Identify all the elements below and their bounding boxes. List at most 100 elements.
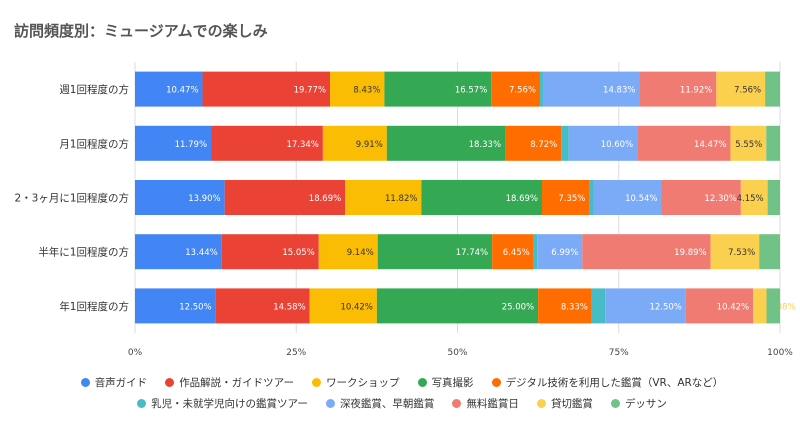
data-label: 10.42% <box>717 302 749 312</box>
data-label: 14.83% <box>603 86 635 96</box>
legend-swatch <box>610 399 620 408</box>
category-label: 週1回程度の方 <box>59 83 129 96</box>
category-label: 月1回程度の方 <box>59 137 129 150</box>
bar-segment <box>505 125 562 161</box>
bar-segment <box>202 71 331 107</box>
data-label: 10.60% <box>601 140 633 150</box>
legend-swatch <box>536 399 546 408</box>
data-label: 11.79% <box>175 140 207 150</box>
bar-segment <box>766 125 780 161</box>
data-label: 17.34% <box>286 140 318 150</box>
chart-title: 訪問頻度別：ミュージアムでの楽しみ <box>14 22 268 40</box>
bar-segment <box>593 180 662 215</box>
legend-item: 無料鑑賞日 <box>452 396 519 411</box>
bar-segment <box>492 234 534 270</box>
bar-segment <box>591 288 606 324</box>
data-label: 25.00% <box>502 302 534 312</box>
data-label: 9.14% <box>347 248 374 258</box>
data-label: 9.91% <box>356 140 383 150</box>
legend-label: 乳児・未就学児向けの鑑賞ツアー <box>151 398 308 410</box>
legend-swatch <box>165 378 175 387</box>
data-label: 10.42% <box>340 302 372 312</box>
bar-segment <box>318 234 378 270</box>
legend-label: 貸切鑑賞 <box>550 398 593 410</box>
data-label: 19.89% <box>674 248 706 258</box>
data-label: 7.56% <box>734 86 761 96</box>
bar-segment <box>661 180 741 215</box>
category-label: 年1回程度の方 <box>59 300 129 313</box>
bar-segment <box>491 71 541 107</box>
data-label: 5.55% <box>735 140 762 150</box>
bar-segment <box>376 288 539 324</box>
data-label: 12.50% <box>649 302 681 312</box>
data-label: 14.47% <box>694 140 726 150</box>
legend-label: デッサン <box>624 398 667 410</box>
bar-segment <box>568 125 638 161</box>
bar-segment <box>589 180 594 215</box>
x-tick-label: 0% <box>128 348 143 358</box>
bar-segment <box>135 71 203 107</box>
bar-segment <box>322 125 387 161</box>
bar-segment <box>765 71 780 107</box>
bar-segment <box>224 180 346 215</box>
legend-label: 無料鑑賞日 <box>466 398 519 410</box>
bar-segment <box>537 234 583 270</box>
legend-item: 貸切鑑賞 <box>536 396 593 411</box>
bar-segment <box>533 234 538 270</box>
data-label: 8.72% <box>530 140 557 150</box>
data-label: 18.69% <box>506 194 538 204</box>
bar-segment <box>421 180 542 215</box>
bar-segment <box>637 125 731 161</box>
data-label: 17.74% <box>456 248 488 258</box>
data-label: 18.69% <box>309 194 341 204</box>
data-label: 7.53% <box>728 248 755 258</box>
legend-item: デジタル技術を利用した鑑賞（VR、ARなど） <box>491 375 724 390</box>
bar-segment <box>541 180 590 215</box>
legend-item: 乳児・未就学児向けの鑑賞ツアー <box>137 396 308 411</box>
data-label: 13.90% <box>188 194 220 204</box>
data-label: 7.56% <box>509 86 536 96</box>
x-tick-label: 50% <box>447 348 467 358</box>
data-label: 8.43% <box>353 86 380 96</box>
bar-segment <box>730 125 767 161</box>
bar-segment <box>767 180 780 215</box>
bar-segment <box>384 71 492 107</box>
legend-label: デジタル技術を利用した鑑賞（VR、ARなど） <box>505 377 724 389</box>
data-label: 10.47% <box>166 86 198 96</box>
legend-label: 写真撮影 <box>431 377 474 389</box>
data-label: 11.82% <box>385 194 417 204</box>
data-label: 14.58% <box>273 302 305 312</box>
data-label: 6.99% <box>551 248 578 258</box>
category-label: 2・3ヶ月に1回程度の方 <box>14 192 129 205</box>
legend-label: 作品解説・ガイドツアー <box>179 377 295 389</box>
legend-swatch <box>452 399 462 408</box>
data-label: 19.77% <box>294 86 326 96</box>
bar-segment <box>330 71 385 107</box>
data-label: 2.08% <box>769 302 796 312</box>
bar-segment <box>543 71 640 107</box>
bar-segment <box>685 288 754 324</box>
x-tick-label: 100% <box>767 348 793 358</box>
bar-segment <box>759 234 780 270</box>
legend-item: 音声ガイド <box>80 375 147 390</box>
data-label: 11.92% <box>680 86 712 96</box>
legend-swatch <box>325 399 335 408</box>
data-label: 6.45% <box>503 248 530 258</box>
legend-swatch <box>491 378 501 387</box>
bar-segment <box>716 71 766 107</box>
category-label: 半年に1回程度の方 <box>38 246 129 259</box>
legend-swatch <box>417 378 427 387</box>
bar-segment <box>215 288 310 324</box>
legend-item: ワークショップ <box>312 375 400 390</box>
data-label: 15.05% <box>282 248 314 258</box>
bar-segment <box>135 125 212 161</box>
bar-segment <box>753 288 767 324</box>
bar-segment <box>540 71 544 107</box>
legend-item: 深夜鑑賞、早朝鑑賞 <box>325 396 435 411</box>
bar-segment <box>135 234 222 270</box>
legend-label: ワークショップ <box>326 377 400 389</box>
data-label: 12.30% <box>704 194 736 204</box>
bar-segment <box>561 125 569 161</box>
legend-label: 深夜鑑賞、早朝鑑賞 <box>339 398 435 410</box>
